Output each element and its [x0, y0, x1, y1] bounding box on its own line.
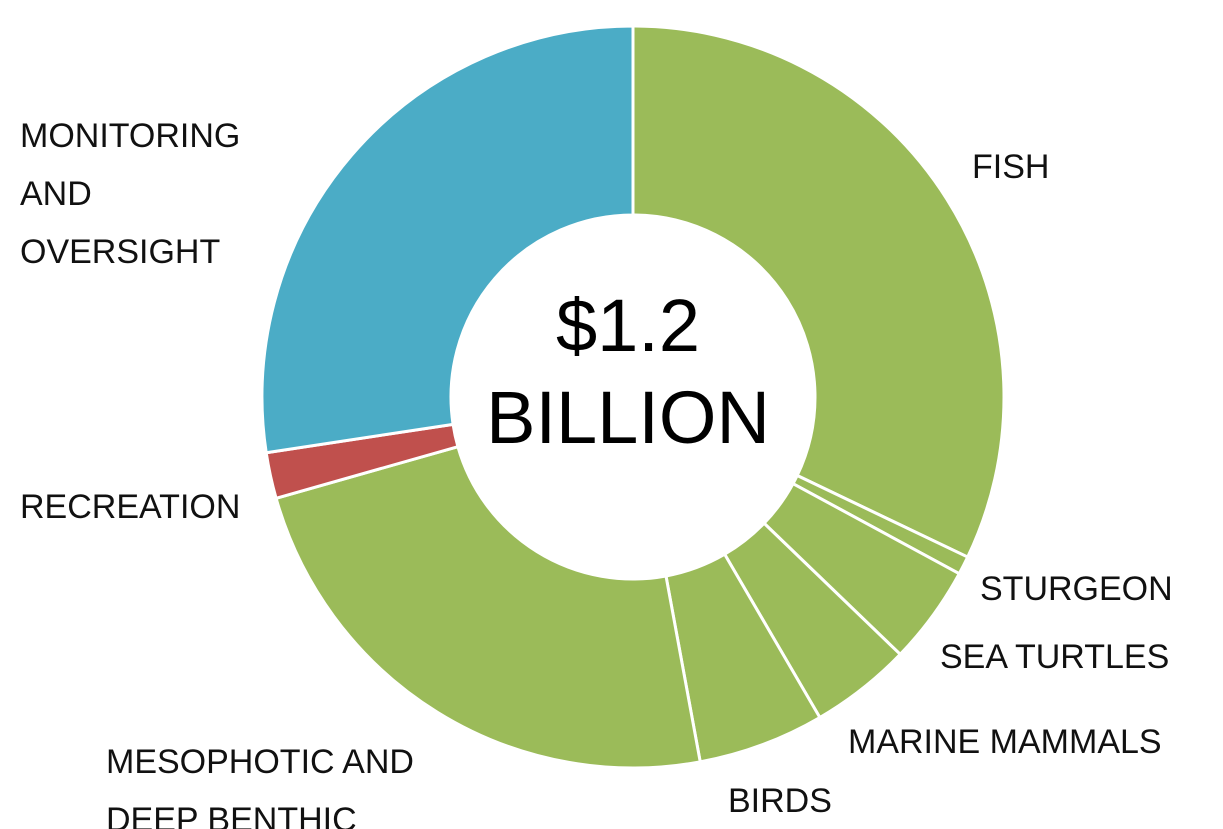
donut-slices — [260, 24, 1006, 770]
label-marine-mammals: MARINE MAMMALS — [848, 723, 1162, 761]
center-unit: BILLION — [486, 376, 770, 459]
label-mesophotic-and-deep-benthic: MESOPHOTIC AND DEEP BENTHIC — [106, 743, 414, 829]
slice-mesophotic-and-deep-benthic — [274, 445, 702, 770]
label-recreation: RECREATION — [20, 488, 240, 526]
label-sea-turtles: SEA TURTLES — [940, 638, 1169, 676]
slice-labels: FISH STURGEON SEA TURTLES MARINE MAMMALS BIR… — [20, 117, 1173, 829]
label-birds: BIRDS — [728, 782, 832, 820]
center-value: $1.2 — [556, 284, 700, 367]
label-monitoring-and-oversight: MONITORING AND OVERSIGHT — [20, 117, 240, 271]
label-fish: FISH — [972, 148, 1049, 186]
label-sturgeon: STURGEON — [980, 570, 1173, 608]
slice-fish — [631, 24, 1006, 559]
slice-monitoring-and-oversight — [260, 24, 635, 455]
